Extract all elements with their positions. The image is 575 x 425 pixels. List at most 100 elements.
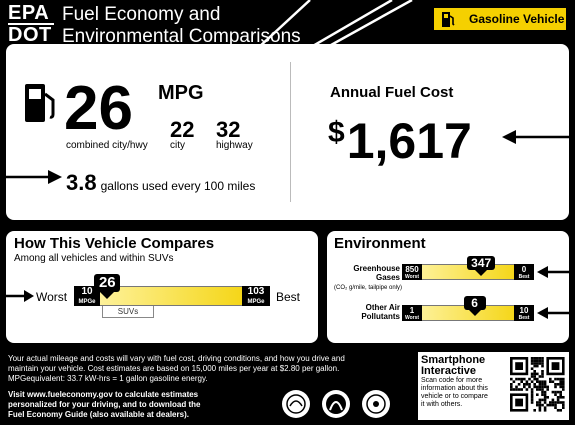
- qr-code-icon[interactable]: [508, 355, 566, 417]
- fuel-pump-icon: [22, 80, 58, 131]
- qr-module: [559, 390, 562, 394]
- qr-module: [536, 388, 539, 391]
- air-best-label: Best: [518, 315, 530, 321]
- arrow-icon: [537, 266, 570, 278]
- qr-module: [510, 383, 513, 386]
- qr-module: [533, 372, 536, 376]
- qr-module: [525, 383, 529, 386]
- qr-module: [549, 380, 552, 383]
- qr-module: [536, 364, 539, 368]
- qr-module: [551, 380, 555, 383]
- qr-module: [528, 385, 531, 389]
- qr-module: [543, 390, 547, 394]
- qr-module: [562, 403, 565, 407]
- qr-module: [543, 380, 547, 383]
- qr-module: [541, 362, 544, 365]
- gallons-value: 3.8: [66, 170, 97, 195]
- qr-module: [525, 380, 529, 383]
- compare-max-value: 103: [247, 286, 265, 297]
- qr-module: [541, 364, 544, 368]
- qr-module: [517, 383, 521, 386]
- qr-module: [562, 383, 565, 386]
- qr-module: [562, 380, 565, 383]
- qr-module: [530, 401, 534, 404]
- qr-module: [533, 377, 536, 381]
- qr-module: [541, 372, 544, 376]
- qr-module: [546, 388, 549, 391]
- annual-cost-value: $ 1,617: [328, 112, 472, 170]
- smartphone-title-2: Interactive: [421, 365, 477, 377]
- qr-module: [528, 383, 531, 386]
- agency-seals: [282, 390, 390, 418]
- qr-module: [541, 357, 544, 360]
- qr-module: [559, 385, 562, 389]
- qr-module: [530, 375, 534, 378]
- ghg-worst-value: 850: [405, 265, 419, 274]
- qr-module: [554, 393, 557, 396]
- qr-module: [538, 385, 542, 389]
- compare-min-value: 10: [81, 286, 93, 297]
- qr-module: [549, 401, 552, 404]
- qr-module: [523, 377, 526, 381]
- qr-module: [533, 409, 536, 412]
- qr-module: [541, 390, 544, 394]
- qr-module: [517, 388, 521, 391]
- highway-label: highway: [216, 140, 253, 151]
- qr-module: [541, 380, 544, 383]
- air-marker: 6: [463, 296, 486, 316]
- visit-line1[interactable]: Visit www.fueleconomy.gov to calculate e…: [8, 390, 199, 399]
- disclaimer-line3: MPGequivalent: 33.7 kW-hrs = 1 gallon ga…: [8, 374, 208, 383]
- highway-mpg-value: 32: [216, 117, 241, 142]
- ghg-label: Greenhouse Gases: [342, 264, 400, 282]
- best-label: Best: [276, 290, 301, 304]
- qr-module: [551, 390, 555, 394]
- qr-module: [549, 377, 552, 381]
- energy-seal-icon: [362, 390, 390, 418]
- ghg-label-2: Gases: [375, 273, 400, 282]
- qr-module: [541, 375, 544, 378]
- smartphone-text-2: information about this: [421, 385, 488, 392]
- qr-module: [523, 385, 526, 389]
- qr-module: [556, 401, 560, 404]
- qr-module: [515, 385, 518, 389]
- qr-finder: [515, 362, 523, 370]
- qr-module: [530, 367, 534, 370]
- qr-module: [530, 357, 534, 360]
- qr-module: [556, 390, 560, 394]
- qr-module: [559, 401, 562, 404]
- qr-module: [541, 370, 544, 373]
- qr-module: [554, 377, 557, 381]
- vehicle-type-label: Gasoline Vehicle: [469, 12, 565, 26]
- ghg-best-box: 0 Best: [514, 264, 534, 280]
- air-best-box: 10 Best: [514, 305, 534, 321]
- qr-module: [520, 380, 523, 383]
- qr-module: [541, 393, 544, 396]
- qr-module: [546, 403, 549, 407]
- qr-module: [538, 357, 542, 360]
- qr-module: [541, 385, 544, 389]
- qr-module: [528, 377, 531, 381]
- qr-module: [538, 359, 542, 363]
- compare-max-box: 103 MPGe: [242, 286, 270, 306]
- qr-finder: [515, 398, 523, 407]
- label-title: Fuel Economy and Environmental Compariso…: [62, 4, 301, 48]
- qr-module: [556, 409, 560, 412]
- air-value: 6: [463, 296, 486, 310]
- vehicle-type-badge: Gasoline Vehicle: [432, 6, 568, 32]
- qr-module: [533, 383, 536, 386]
- qr-module: [536, 359, 539, 363]
- qr-module: [562, 406, 565, 409]
- qr-module: [530, 390, 534, 394]
- qr-module: [530, 388, 534, 391]
- qr-module: [543, 401, 547, 404]
- marker-pointer-icon: [468, 310, 481, 316]
- qr-module: [556, 377, 560, 381]
- ghg-marker: 347: [467, 256, 496, 276]
- qr-module: [559, 409, 562, 412]
- qr-module: [554, 401, 557, 404]
- compare-min-unit: MPGe: [78, 299, 96, 305]
- qr-module: [556, 396, 560, 399]
- ghg-unit: (CO₂ g/mile, tailpipe only): [334, 285, 403, 291]
- qr-module: [536, 385, 539, 389]
- qr-module: [512, 380, 516, 383]
